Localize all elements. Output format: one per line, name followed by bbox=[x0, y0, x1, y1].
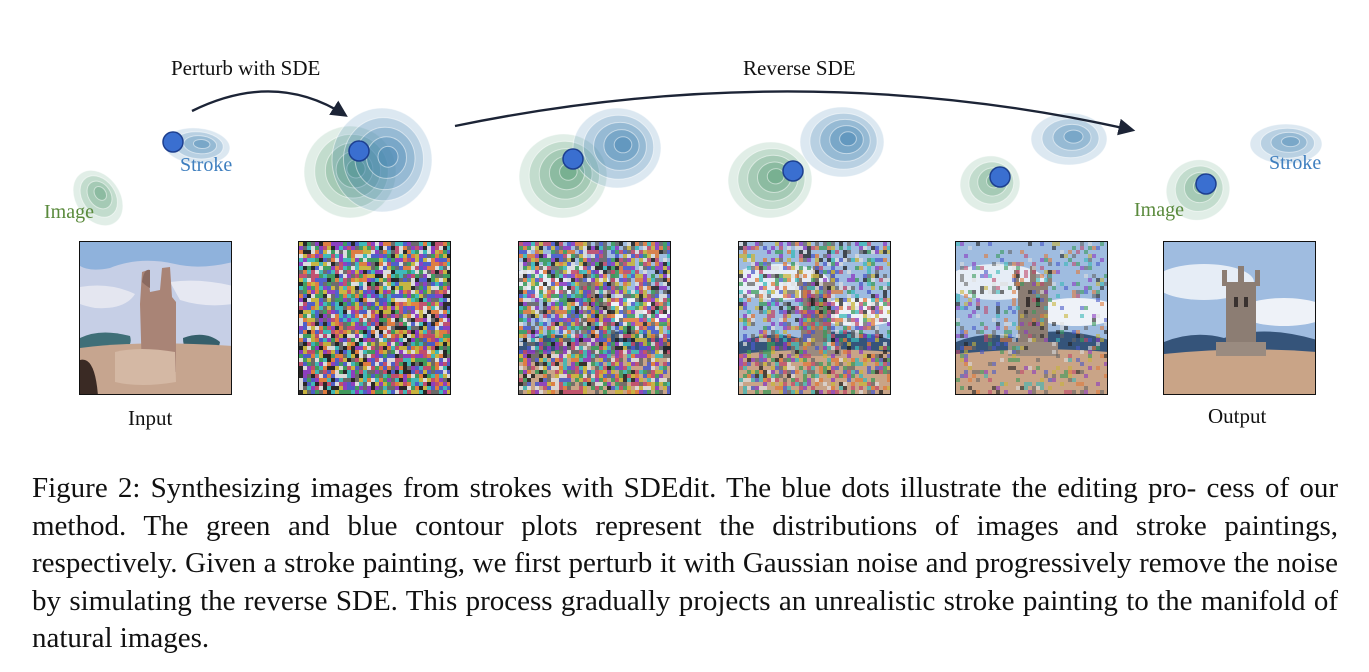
stroke-distribution-label-output: Stroke bbox=[1269, 152, 1322, 174]
stroke-contour-step1 bbox=[572, 107, 662, 189]
noisy-image-1 bbox=[299, 242, 450, 394]
perturb-arrow bbox=[191, 90, 348, 117]
output-natural-image bbox=[1164, 242, 1315, 394]
stroke-contour-perturbed bbox=[331, 107, 433, 213]
editing-dot-3 bbox=[562, 148, 584, 170]
distribution-contours bbox=[72, 90, 1323, 227]
noisy-image-3 bbox=[739, 242, 890, 394]
sdedit-figure: Perturb with SDE Reverse SDE Image Strok… bbox=[44, 56, 1323, 430]
input-label: Input bbox=[128, 406, 173, 430]
image-distribution-label-output: Image bbox=[1134, 199, 1184, 221]
denoise-panel-3 bbox=[955, 241, 1108, 395]
perturbed-panel bbox=[298, 241, 451, 395]
image-distribution-label: Image bbox=[44, 201, 94, 223]
denoise-panel-1 bbox=[518, 241, 671, 395]
image-contour-input bbox=[72, 169, 124, 227]
editing-dot-4 bbox=[782, 160, 804, 182]
noisy-image-4 bbox=[956, 242, 1107, 394]
stroke-contour-step3 bbox=[1030, 112, 1108, 166]
input-panel bbox=[79, 241, 232, 395]
image-contour-step1 bbox=[518, 133, 608, 219]
editing-dot-5 bbox=[989, 166, 1011, 188]
noisy-image-2 bbox=[519, 242, 670, 394]
stroke-painting-image bbox=[80, 242, 231, 394]
editing-dot-1 bbox=[162, 131, 184, 153]
image-contour-step3 bbox=[959, 155, 1021, 213]
image-contour-perturbed bbox=[303, 125, 397, 219]
stroke-contour-step2 bbox=[799, 106, 885, 178]
stroke-contour-output bbox=[1249, 123, 1323, 165]
reverse-arrow bbox=[454, 90, 1136, 136]
output-panel bbox=[1163, 241, 1316, 395]
output-label: Output bbox=[1208, 404, 1267, 428]
figure-caption: Figure 2: Synthesizing images from strok… bbox=[32, 472, 1338, 654]
denoise-panel-2 bbox=[738, 241, 891, 395]
perturb-label: Perturb with SDE bbox=[171, 56, 321, 80]
reverse-label: Reverse SDE bbox=[743, 56, 856, 80]
stroke-distribution-label: Stroke bbox=[180, 154, 233, 176]
editing-dot-6 bbox=[1195, 173, 1217, 195]
editing-dot-2 bbox=[348, 140, 370, 162]
